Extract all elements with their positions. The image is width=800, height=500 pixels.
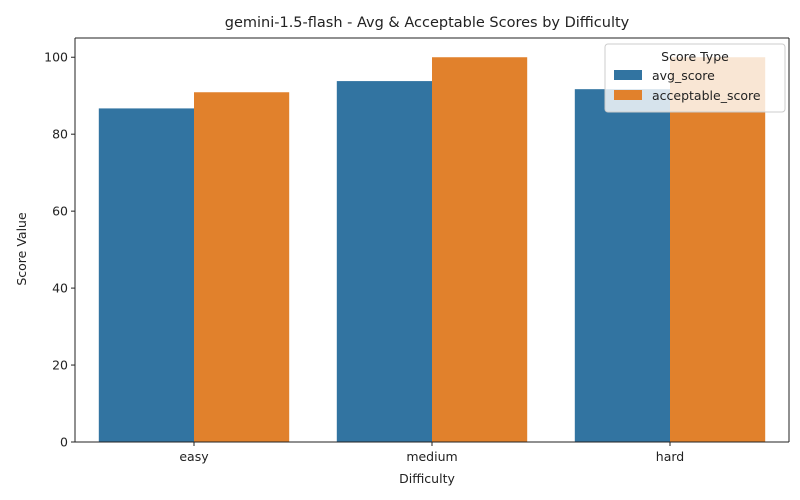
legend-label-acceptable-score: acceptable_score xyxy=(652,88,761,103)
y-tick-label: 20 xyxy=(52,358,68,373)
legend-title: Score Type xyxy=(661,49,729,64)
bar-acceptable-score-easy xyxy=(194,92,290,442)
legend-label-avg-score: avg_score xyxy=(652,68,715,83)
y-axis-label: Score Value xyxy=(14,212,29,286)
bar-acceptable-score-hard xyxy=(670,57,766,442)
y-tick-label: 0 xyxy=(60,435,68,450)
legend-frame xyxy=(604,43,786,113)
bar-avg-score-medium xyxy=(336,81,432,443)
chart-title: gemini-1.5-flash - Avg & Acceptable Scor… xyxy=(225,15,630,31)
x-tick-label: medium xyxy=(406,449,457,464)
legend-swatch-acceptable-score xyxy=(614,90,642,100)
x-axis-label: Difficulty xyxy=(399,471,455,486)
bar-avg-score-easy xyxy=(98,108,194,442)
y-tick-label: 100 xyxy=(44,50,68,65)
y-tick-label: 60 xyxy=(52,204,68,219)
x-tick-label: hard xyxy=(656,449,684,464)
plot-area: 0 20 40 60 80 100 easy medium hard xyxy=(44,37,790,464)
x-tick-label: easy xyxy=(179,449,209,464)
legend: Score Type avg_score acceptable_score xyxy=(604,43,786,113)
legend-swatch-avg-score xyxy=(614,70,642,80)
bar-acceptable-score-medium xyxy=(432,57,528,442)
y-tick-label: 80 xyxy=(52,127,68,142)
y-tick-label: 40 xyxy=(52,281,68,296)
bar-avg-score-hard xyxy=(574,89,670,442)
